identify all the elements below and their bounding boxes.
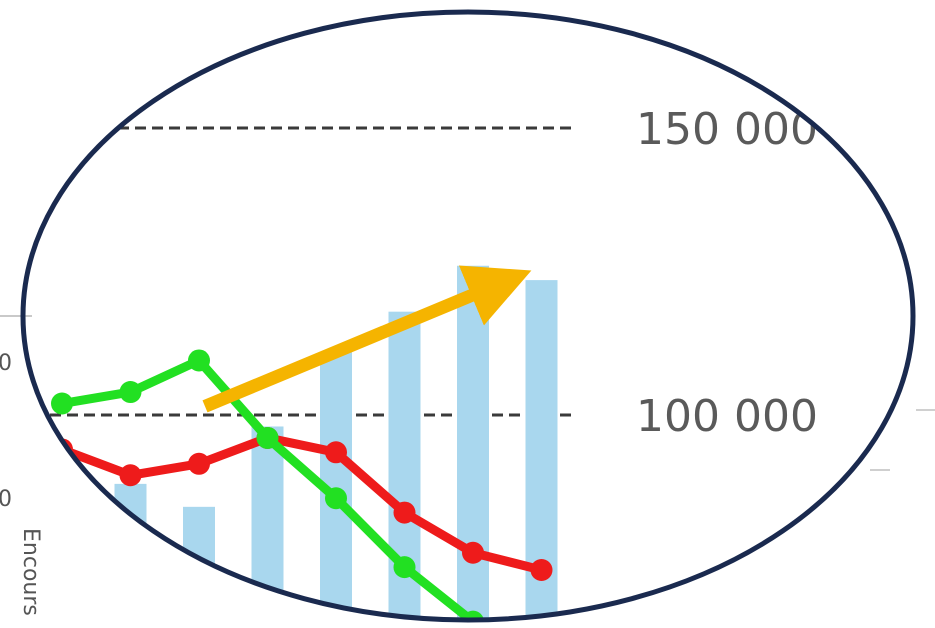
svg-text:0: 0 (0, 487, 12, 512)
series-point (393, 556, 416, 579)
y-tick-label: 150 000 (636, 104, 818, 155)
bar (251, 426, 284, 620)
magnified-chart: 150 000 100 000 (46, 104, 818, 620)
bar (46, 460, 74, 620)
svg-text:0: 0 (0, 351, 12, 376)
magnifier-border (20, 9, 916, 623)
series-line (57, 433, 546, 575)
bar (183, 506, 215, 620)
series-point (393, 501, 416, 524)
side-label: Encours (18, 528, 43, 616)
bar (457, 265, 489, 620)
series-point (119, 381, 142, 404)
series-point (325, 441, 347, 464)
series-point (188, 452, 210, 475)
series-point (119, 464, 142, 487)
y-tick-labels: 150 000 100 000 (636, 104, 818, 442)
series-point (51, 392, 73, 415)
series-point (530, 558, 553, 581)
series-point (462, 610, 484, 620)
trend-arrow (202, 265, 532, 413)
series-point (188, 349, 210, 372)
series-point (462, 541, 484, 564)
lines (51, 349, 553, 620)
series-point (325, 487, 347, 510)
background-fragments: 0 0 Encours (0, 315, 935, 616)
trend-arrow-layer (202, 265, 532, 413)
y-tick-label: 100 000 (636, 391, 818, 442)
series-point (256, 426, 279, 449)
gridlines (50, 126, 575, 417)
